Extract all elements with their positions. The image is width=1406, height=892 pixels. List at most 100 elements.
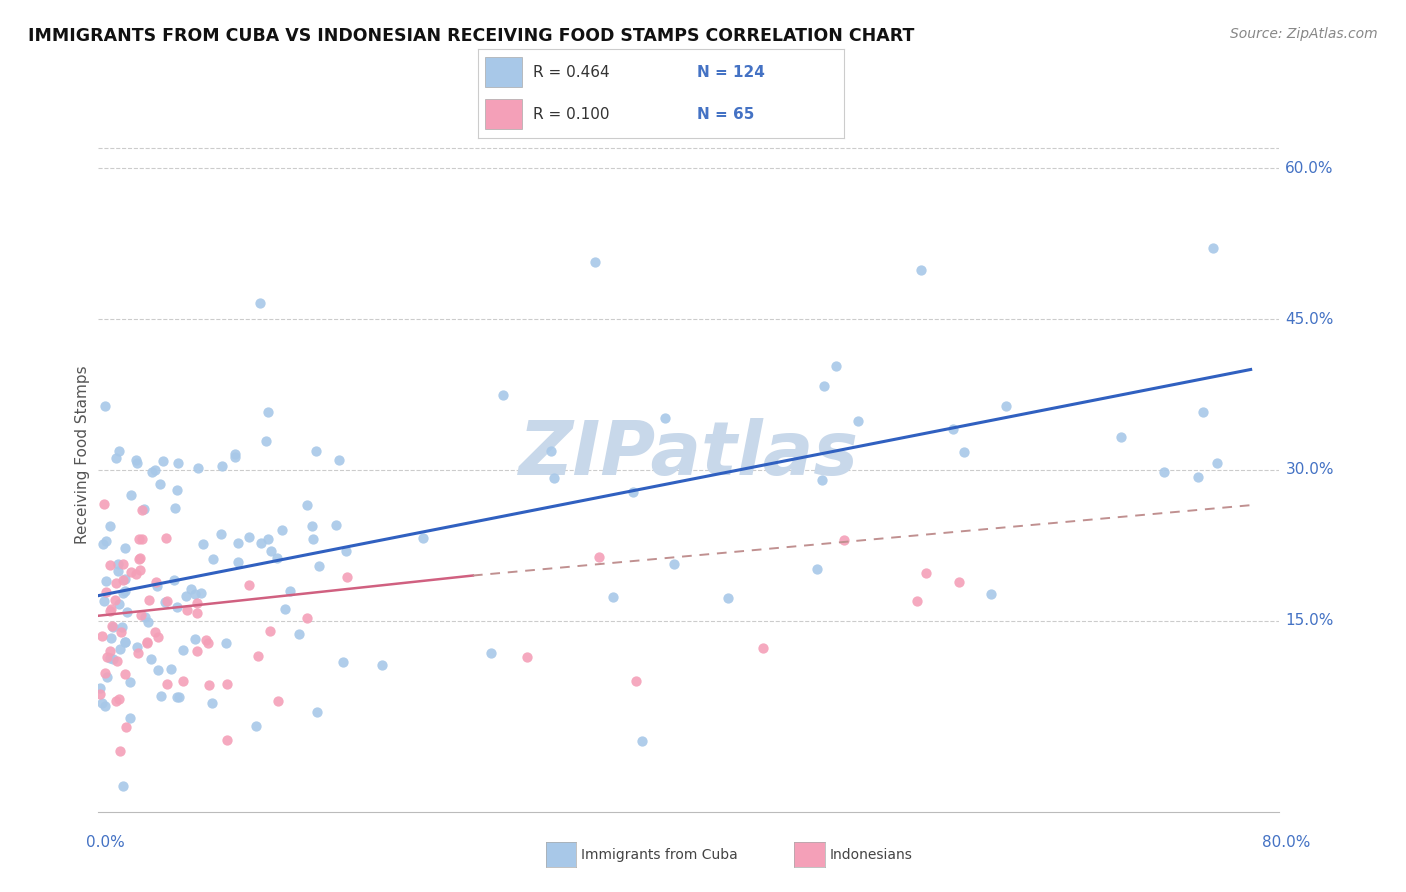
Point (176, 589, 198, 603)
Point (295, 498, 318, 512)
Point (145, 575, 167, 590)
Point (156, 677, 179, 691)
Point (332, 656, 354, 670)
Point (260, 543, 283, 558)
Point (132, 501, 155, 516)
Point (302, 532, 325, 546)
Point (111, 779, 134, 793)
Point (167, 690, 190, 704)
Point (1201, 242, 1223, 256)
Point (155, 595, 177, 609)
Point (197, 636, 219, 650)
Point (328, 452, 350, 467)
Point (125, 566, 148, 581)
Point (288, 627, 311, 641)
Text: R = 0.100: R = 0.100 (533, 107, 609, 121)
Point (111, 573, 134, 587)
Point (96, 649, 118, 664)
Point (226, 555, 249, 569)
FancyBboxPatch shape (485, 57, 522, 87)
Point (588, 550, 610, 565)
Point (492, 388, 515, 402)
Text: 60.0%: 60.0% (1285, 161, 1334, 176)
Point (93, 594, 115, 608)
Point (172, 643, 194, 657)
Point (108, 444, 131, 458)
Point (100, 602, 122, 616)
Point (114, 584, 136, 599)
Point (136, 615, 159, 630)
Point (114, 541, 136, 556)
Text: N = 65: N = 65 (697, 107, 755, 121)
Point (1109, 430, 1132, 444)
Point (91, 629, 114, 643)
Point (163, 573, 186, 587)
Point (186, 596, 208, 610)
Point (266, 550, 288, 565)
Point (98, 644, 121, 658)
Point (543, 471, 565, 485)
Point (100, 604, 122, 618)
Point (910, 262, 932, 277)
Point (166, 599, 188, 614)
Point (325, 518, 347, 533)
Point (176, 602, 198, 616)
Point (93, 497, 115, 511)
Point (160, 662, 183, 676)
Point (621, 484, 644, 499)
Text: R = 0.464: R = 0.464 (533, 65, 609, 79)
Point (166, 483, 188, 497)
Point (98, 650, 121, 665)
Point (165, 500, 187, 515)
Point (624, 674, 647, 689)
Point (717, 591, 740, 605)
Point (89, 681, 111, 695)
Point (308, 558, 330, 573)
Point (271, 523, 294, 537)
Text: 45.0%: 45.0% (1285, 311, 1334, 326)
Point (145, 463, 167, 477)
Point (128, 533, 150, 547)
Point (184, 587, 207, 601)
Point (654, 411, 676, 425)
Point (186, 606, 208, 620)
Point (131, 532, 153, 546)
Point (120, 488, 142, 502)
Point (131, 502, 153, 516)
Point (540, 443, 562, 458)
Point (224, 447, 246, 461)
Point (152, 453, 174, 467)
Point (104, 593, 127, 607)
Point (516, 650, 538, 665)
Point (278, 584, 301, 599)
Text: ZIPatlas: ZIPatlas (519, 418, 859, 491)
Point (631, 734, 654, 748)
Point (114, 573, 136, 587)
Point (224, 450, 246, 464)
Point (194, 633, 217, 648)
Point (98, 558, 121, 573)
Point (136, 636, 159, 650)
Point (479, 646, 502, 660)
Point (1187, 470, 1209, 484)
Point (193, 537, 215, 551)
Point (96, 670, 118, 684)
Point (215, 677, 238, 691)
Point (197, 678, 219, 692)
Point (155, 593, 177, 607)
Point (120, 565, 142, 579)
Point (146, 631, 169, 645)
Text: 0.0%: 0.0% (86, 836, 125, 850)
Point (155, 531, 177, 545)
Text: N = 124: N = 124 (697, 65, 765, 79)
Point (112, 558, 135, 572)
Point (259, 624, 281, 638)
Point (107, 564, 129, 578)
Point (249, 295, 271, 310)
FancyBboxPatch shape (485, 99, 522, 129)
Point (215, 636, 238, 650)
Text: 15.0%: 15.0% (1285, 614, 1334, 628)
Point (295, 611, 318, 625)
Point (202, 552, 225, 566)
Point (101, 619, 124, 633)
